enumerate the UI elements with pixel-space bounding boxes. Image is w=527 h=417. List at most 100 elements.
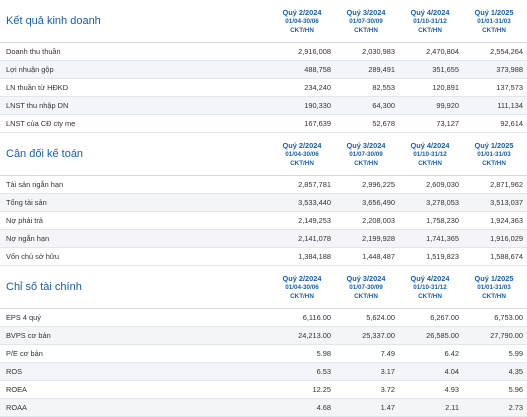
quarter-tag: CKT/HN [482, 292, 506, 300]
quarter-header: Quý 2/2024 01/04-30/06 CKT/HN [270, 274, 334, 301]
quarter-tag: CKT/HN [354, 26, 378, 34]
cell-value: 137,573 [496, 83, 523, 92]
cell-value: 2,871,962 [490, 180, 523, 189]
cell-value: 6.53 [316, 367, 331, 376]
cell-value: 82,553 [372, 83, 395, 92]
section-header: Cân đối kế toán Quý 2/2024 01/04-30/06 CKT… [0, 133, 527, 176]
row-label: BVPS cơ bản [6, 331, 51, 340]
cell-value: 1,588,674 [490, 252, 523, 261]
table-row: ROS 6.53 3.17 4.04 4.35 [0, 363, 527, 381]
quarter-range: 01/10-31/12 [413, 150, 447, 158]
quarter-range: 01/04-30/06 [285, 17, 319, 25]
quarter-header: Quý 3/2024 01/07-30/09 CKT/HN [334, 274, 398, 301]
cell-value: 2,030,983 [362, 47, 395, 56]
quarter-header: Quý 1/2025 01/01-31/03 CKT/HN [462, 274, 526, 301]
cell-value: 190,330 [304, 101, 331, 110]
cell-value: 1,924,363 [490, 216, 523, 225]
cell-value: 2,141,078 [298, 234, 331, 243]
row-label: Vốn chủ sở hữu [6, 252, 59, 261]
section-financial-ratios: Chỉ số tài chính Quý 2/2024 01/04-30/06 CK… [0, 266, 527, 417]
table-row: Tổng tài sản 3,533,440 3,656,490 3,278,053 3… [0, 194, 527, 212]
cell-value: 25,337.00 [362, 331, 395, 340]
table-row: LNST thu nhập DN 190,330 64,300 99,920 111,1… [0, 97, 527, 115]
quarter-label: Quý 3/2024 [346, 273, 386, 283]
row-label: Doanh thu thuần [6, 47, 61, 56]
table-row: Doanh thu thuần 2,916,008 2,030,983 2,470,8… [0, 43, 527, 61]
cell-value: 1.47 [380, 403, 395, 412]
cell-value: 92,614 [500, 119, 523, 128]
quarter-range: 01/07-30/09 [349, 150, 383, 158]
quarter-tag: CKT/HN [482, 159, 506, 167]
quarter-header: Quý 4/2024 01/10-31/12 CKT/HN [398, 274, 462, 301]
cell-value: 73,127 [436, 119, 459, 128]
quarter-label: Quý 3/2024 [346, 140, 386, 150]
cell-value: 167,639 [304, 119, 331, 128]
row-label: Lợi nhuận gộp [6, 65, 54, 74]
cell-value: 4.68 [316, 403, 331, 412]
table-row: Nợ phải trả 2,149,253 2,208,003 1,758,230 1,… [0, 212, 527, 230]
section-income: Kết quả kinh doanh Quý 2/2024 01/04-30/06… [0, 0, 527, 133]
quarter-label: Quý 1/2025 [474, 273, 514, 283]
table-row: EPS 4 quý 6,116.00 5,624.00 6,267.00 6,753.0… [0, 309, 527, 327]
cell-value: 1,384,188 [298, 252, 331, 261]
quarter-header: Quý 2/2024 01/04-30/06 CKT/HN [270, 8, 334, 35]
quarter-tag: CKT/HN [290, 292, 314, 300]
quarter-label: Quý 2/2024 [282, 7, 322, 17]
cell-value: 2,916,008 [298, 47, 331, 56]
quarter-tag: CKT/HN [290, 26, 314, 34]
cell-value: 64,300 [372, 101, 395, 110]
cell-value: 1,916,029 [490, 234, 523, 243]
cell-value: 3,513,037 [490, 198, 523, 207]
quarter-label: Quý 1/2025 [474, 140, 514, 150]
quarter-header: Quý 1/2025 01/01-31/03 CKT/HN [462, 8, 526, 35]
section-title: Cân đối kế toán [6, 148, 84, 160]
row-label: ROS [6, 367, 23, 376]
table-row: Tài sản ngắn hạn 2,857,781 2,996,225 2,609,… [0, 176, 527, 194]
quarter-tag: CKT/HN [482, 26, 506, 34]
row-label: LNST của CĐ cty mẹ [6, 119, 76, 128]
cell-value: 2,208,003 [362, 216, 395, 225]
cell-value: 6,116.00 [302, 313, 331, 322]
quarter-label: Quý 3/2024 [346, 7, 386, 17]
table-row: Lợi nhuận gộp 488,758 289,491 351,655 373,98… [0, 61, 527, 79]
cell-value: 120,891 [432, 83, 459, 92]
cell-value: 1,519,823 [426, 252, 459, 261]
quarter-label: Quý 1/2025 [474, 7, 514, 17]
cell-value: 2,149,253 [298, 216, 331, 225]
cell-value: 2,609,030 [426, 180, 459, 189]
cell-value: 3,278,053 [426, 198, 459, 207]
quarter-range: 01/04-30/06 [285, 150, 319, 158]
cell-value: 2.11 [445, 403, 459, 412]
quarter-header: Quý 4/2024 01/10-31/12 CKT/HN [398, 8, 462, 35]
cell-value: 111,134 [497, 101, 523, 110]
cell-value: 3,656,490 [362, 198, 395, 207]
row-label: Tài sản ngắn hạn [6, 180, 64, 189]
quarter-range: 01/10-31/12 [413, 17, 447, 25]
cell-value: 4.04 [444, 367, 459, 376]
quarter-label: Quý 2/2024 [282, 273, 322, 283]
table-row: Vốn chủ sở hữu 1,384,188 1,448,487 1,519,82… [0, 248, 527, 266]
cell-value: 3.72 [380, 385, 395, 394]
table-row: P/E cơ bản 5.98 7.49 6.42 5.99 [0, 345, 527, 363]
table-row: ROAA 4.68 1.47 2.11 2.73 [0, 399, 527, 417]
cell-value: 1,741,365 [426, 234, 459, 243]
row-label: Tổng tài sản [6, 198, 47, 207]
row-label: LN thuần từ HĐKD [6, 83, 69, 92]
quarter-tag: CKT/HN [418, 159, 442, 167]
quarter-header: Quý 3/2024 01/07-30/09 CKT/HN [334, 8, 398, 35]
quarter-header: Quý 2/2024 01/04-30/06 CKT/HN [270, 141, 334, 168]
cell-value: 2,996,225 [362, 180, 395, 189]
quarter-range: 01/10-31/12 [413, 283, 447, 291]
section-header: Chỉ số tài chính Quý 2/2024 01/04-30/06 CK… [0, 266, 527, 309]
row-label: Nợ ngắn hạn [6, 234, 50, 243]
quarter-label: Quý 4/2024 [410, 273, 450, 283]
quarter-range: 01/07-30/09 [349, 283, 383, 291]
table-row: Nợ ngắn hạn 2,141,078 2,199,928 1,741,365 1,… [0, 230, 527, 248]
row-label: P/E cơ bản [6, 349, 43, 358]
row-label: ROAA [6, 403, 27, 412]
quarter-tag: CKT/HN [354, 292, 378, 300]
cell-value: 5.99 [508, 349, 523, 358]
cell-value: 289,491 [368, 65, 395, 74]
cell-value: 6.42 [444, 349, 459, 358]
